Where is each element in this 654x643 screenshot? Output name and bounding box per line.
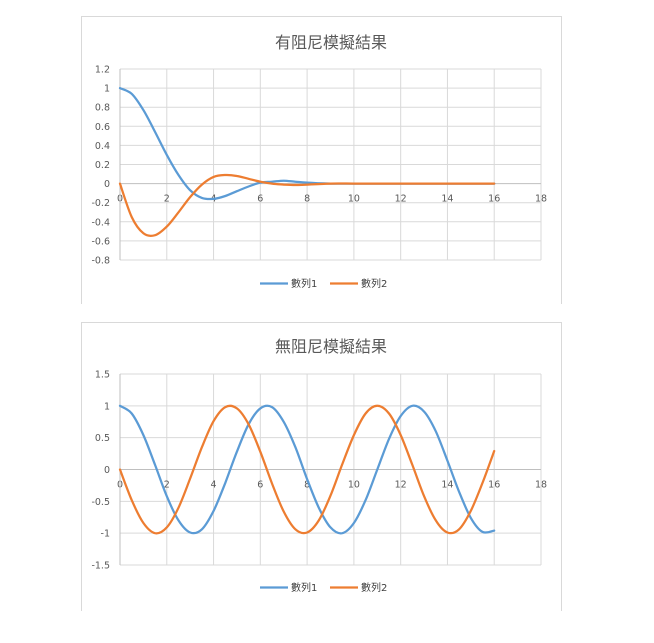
y-tick-label: -0.4 bbox=[91, 217, 110, 228]
x-tick-label: 12 bbox=[395, 194, 407, 205]
x-tick-label: 14 bbox=[441, 194, 453, 205]
x-tick-label: 16 bbox=[488, 480, 500, 491]
y-tick-label: -1 bbox=[101, 529, 110, 540]
y-tick-label: -0.2 bbox=[91, 198, 110, 209]
series-line-1 bbox=[118, 404, 496, 535]
y-tick-label: -0.8 bbox=[91, 256, 110, 267]
y-tick-label: 0 bbox=[104, 465, 110, 476]
y-tick-label: 0 bbox=[104, 179, 110, 190]
x-tick-label: 4 bbox=[211, 480, 217, 491]
damped-chart: 有阻尼模擬結果 1.2 1 0.8 0.6 0.4 0.2 0 -0.2 -0.4 -0.6 -0.8… bbox=[91, 33, 547, 290]
undamped-chart: 無阻尼模擬結果1.510.50-0.5-1-1.5024681012141618… bbox=[91, 337, 547, 594]
x-tick-label: 8 bbox=[304, 480, 310, 491]
legend-label-1: 數列1 bbox=[291, 277, 317, 290]
x-tick-label: 6 bbox=[257, 480, 263, 491]
x-tick-label: 10 bbox=[348, 194, 360, 205]
x-tick-label: 2 bbox=[164, 480, 170, 491]
chart-title: 有阻尼模擬結果 bbox=[275, 33, 387, 52]
y-tick-label: 1 bbox=[104, 84, 110, 95]
legend-label-2: 數列2 bbox=[361, 277, 387, 290]
y-tick-label: 1.2 bbox=[95, 65, 110, 76]
y-tick-label: -1.5 bbox=[91, 561, 110, 572]
y-tick-label: 0.8 bbox=[95, 103, 110, 114]
legend-label-1: 數列1 bbox=[291, 581, 317, 594]
y-tick-label: 0.6 bbox=[95, 122, 110, 133]
y-tick-label: 1 bbox=[104, 401, 110, 412]
x-tick-label: 8 bbox=[304, 194, 310, 205]
legend-label-2: 數列2 bbox=[361, 581, 387, 594]
x-tick-label: 18 bbox=[535, 480, 547, 491]
series-line-2 bbox=[118, 173, 496, 237]
y-tick-label: -0.5 bbox=[91, 497, 110, 508]
x-tick-label: 16 bbox=[488, 194, 500, 205]
damped-chart-panel: 有阻尼模擬結果 1.2 1 0.8 0.6 0.4 0.2 0 -0.2 -0.4 -0.6 -0.8… bbox=[81, 16, 562, 304]
chart-title: 無阻尼模擬結果 bbox=[275, 337, 387, 356]
series-line-2 bbox=[118, 404, 496, 535]
x-tick-label: 12 bbox=[395, 480, 407, 491]
y-tick-label: -0.6 bbox=[91, 236, 110, 247]
x-tick-label: 10 bbox=[348, 480, 360, 491]
x-tick-label: 14 bbox=[441, 480, 453, 491]
x-tick-label: 2 bbox=[164, 194, 170, 205]
y-tick-label: 0.5 bbox=[95, 433, 110, 444]
x-tick-label: 6 bbox=[257, 194, 263, 205]
x-tick-label: 18 bbox=[535, 194, 547, 205]
y-tick-label: 0.2 bbox=[95, 160, 110, 171]
undamped-chart-panel: 無阻尼模擬結果1.510.50-0.5-1-1.5024681012141618… bbox=[81, 322, 562, 611]
y-tick-label: 1.5 bbox=[95, 370, 110, 381]
y-tick-label: 0.4 bbox=[95, 141, 110, 152]
